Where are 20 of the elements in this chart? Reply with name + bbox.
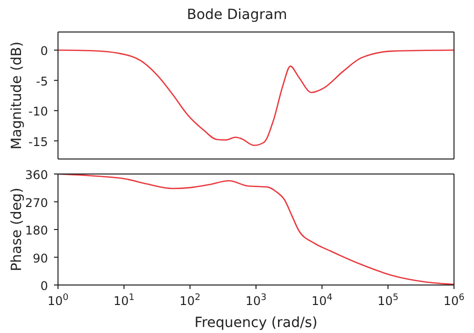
y-axis-title: Magnitude (dB) bbox=[9, 41, 25, 150]
y-tick-label: -10 bbox=[28, 104, 48, 119]
x-tick-label: 10$^{1}$ bbox=[113, 293, 135, 308]
y-tick-label: 180 bbox=[25, 224, 48, 238]
x-tick-label: 10$^{6}$ bbox=[443, 293, 465, 308]
y-tick-label: -15 bbox=[28, 134, 48, 149]
x-tick-label: 10$^{3}$ bbox=[245, 293, 267, 308]
y-tick-label: -5 bbox=[36, 74, 48, 88]
chart-title: Bode Diagram bbox=[186, 7, 288, 23]
x-tick-label: 10$^{4}$ bbox=[311, 293, 333, 308]
y-tick-label: 270 bbox=[25, 196, 48, 210]
x-tick-label: 10$^{2}$ bbox=[179, 293, 201, 308]
y-tick-label: 90 bbox=[32, 251, 48, 266]
y-tick-label: 0 bbox=[40, 44, 48, 58]
y-tick-label: 360 bbox=[25, 168, 48, 182]
x-axis-title: Frequency (rad/s) bbox=[194, 315, 318, 331]
y-axis-title: Phase (deg) bbox=[9, 188, 25, 272]
x-tick-label: 10$^{5}$ bbox=[377, 293, 399, 308]
y-tick-label: 0 bbox=[40, 279, 48, 293]
x-tick-label: 10$^{0}$ bbox=[47, 293, 69, 308]
